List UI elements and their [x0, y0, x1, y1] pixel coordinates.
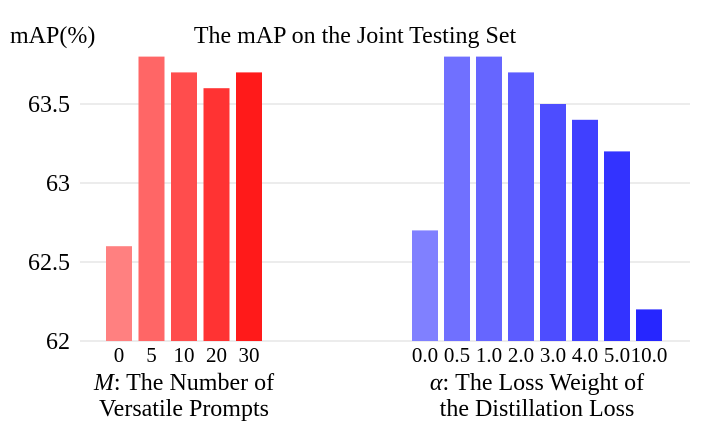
x-axis-label-group-1-variable: M	[93, 370, 116, 396]
bar	[171, 72, 197, 342]
x-axis-label-group-2-variable: α	[430, 370, 443, 396]
y-tick-label: 63.5	[28, 92, 70, 118]
bar	[203, 88, 230, 341]
bar	[476, 56, 502, 341]
bar	[236, 72, 262, 342]
bar	[444, 56, 470, 341]
x-axis-label-group-1: M: The Number of	[93, 370, 274, 396]
x-axis-label-group-2-line-1: : The Loss Weight of	[443, 370, 645, 396]
x-axis-label-group-2-line-2: the Distillation Loss	[440, 396, 635, 422]
y-tick-label: 62.5	[28, 250, 70, 276]
chart-title: The mAP on the Joint Testing Set	[194, 23, 517, 49]
x-axis-label-group-2: α: The Loss Weight of	[430, 370, 644, 396]
x-tick-label: 5	[146, 343, 157, 367]
bar	[636, 309, 662, 341]
bar	[604, 151, 630, 341]
x-tick-label: 20	[206, 343, 227, 367]
y-axis-ticks: 62 62.5 63 63.5	[28, 92, 70, 355]
bar	[138, 56, 165, 341]
y-axis-label: mAP(%)	[10, 23, 95, 49]
bars	[106, 56, 662, 342]
x-axis-ticks: 0 5 10 20 30 0.0 0.5 1.0 2.0 3.0 4.0 5.0 10.0	[114, 343, 668, 367]
x-tick-label: 3.0	[540, 343, 566, 367]
bar	[106, 246, 132, 341]
x-tick-label: 2.0	[508, 343, 534, 367]
x-tick-label: 1.0	[476, 343, 502, 367]
bar	[572, 119, 598, 341]
x-axis-label-group-1-line-2: Versatile Prompts	[99, 396, 269, 422]
x-tick-label: 0.5	[444, 343, 470, 367]
x-tick-label: 0.0	[412, 343, 438, 367]
y-tick-label: 62	[46, 329, 70, 355]
x-axis-label-group-1-line-1: : The Number of	[114, 370, 274, 396]
x-tick-label: 5.0	[604, 343, 630, 367]
bar	[412, 230, 438, 341]
x-tick-label: 30	[239, 343, 260, 367]
y-tick-label: 63	[46, 171, 70, 197]
x-tick-label: 10.0	[631, 343, 668, 367]
x-tick-label: 0	[114, 343, 125, 367]
x-tick-label: 10	[174, 343, 195, 367]
bar	[508, 72, 534, 342]
bar	[540, 104, 566, 341]
x-tick-label: 4.0	[572, 343, 598, 367]
